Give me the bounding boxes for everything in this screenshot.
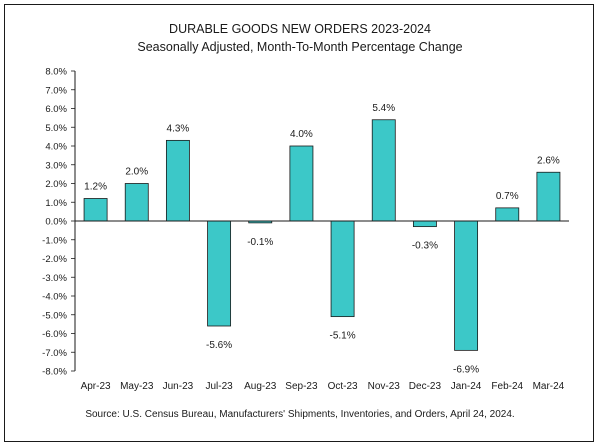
data-label: 1.2% xyxy=(84,182,107,193)
data-label: 0.7% xyxy=(496,191,519,202)
data-label: 5.4% xyxy=(372,103,395,114)
data-label: 2.0% xyxy=(125,167,148,178)
y-tick-label: 1.0% xyxy=(45,198,67,209)
data-label: -0.1% xyxy=(247,237,273,248)
bar-jan-24 xyxy=(454,220,479,351)
data-label: -0.3% xyxy=(412,241,438,252)
y-tick-label: -8.0% xyxy=(42,367,67,378)
bar-dec-23 xyxy=(412,220,437,228)
data-labels: 1.2% 2.0% 4.3% -5.6% -0.1% 4.0% -5.1% 5.4% -0.3%… xyxy=(84,103,560,376)
axes xyxy=(74,71,569,371)
bar-may-23 xyxy=(124,183,149,222)
x-tick-label: Jan-24 xyxy=(451,381,482,392)
bar-jun-23 xyxy=(165,139,190,222)
data-label: -5.6% xyxy=(206,340,232,351)
y-tick-label: -1.0% xyxy=(42,235,67,246)
y-tick-label: 8.0% xyxy=(45,67,67,78)
x-tick-label: Dec-23 xyxy=(409,381,442,392)
durable-goods-bar-chart: DURABLE GOODS NEW ORDERS 2023-2024 Seaso… xyxy=(42,22,569,420)
bar-mar-24 xyxy=(536,171,561,222)
y-tick-label: -7.0% xyxy=(42,348,67,359)
x-tick-label: Oct-23 xyxy=(328,381,358,392)
source-note: Source: U.S. Census Bureau, Manufacturer… xyxy=(85,409,514,420)
x-tick-label: Sep-23 xyxy=(285,381,318,392)
x-axis-ticks: Apr-23 May-23 Jun-23 Jul-23 Aug-23 Sep-23 Oct-… xyxy=(81,381,565,392)
bar-jul-23 xyxy=(207,220,232,327)
y-tick-label: 4.0% xyxy=(45,142,67,153)
x-tick-label: Aug-23 xyxy=(244,381,277,392)
data-label: 4.3% xyxy=(167,123,190,134)
x-tick-label: Jul-23 xyxy=(205,381,233,392)
data-label: -6.9% xyxy=(453,364,479,375)
y-tick-label: -3.0% xyxy=(42,273,67,284)
bar-apr-23 xyxy=(83,198,108,222)
y-tick-label: 0.0% xyxy=(45,217,67,228)
data-label: 2.6% xyxy=(537,155,560,166)
y-tick-label: 7.0% xyxy=(45,85,67,96)
y-tick-label: 2.0% xyxy=(45,179,67,190)
chart-title: DURABLE GOODS NEW ORDERS 2023-2024 xyxy=(169,22,431,36)
data-label: -5.1% xyxy=(330,331,356,342)
y-tick-label: 6.0% xyxy=(45,104,67,115)
x-tick-label: Feb-24 xyxy=(491,381,523,392)
y-tick-label: 3.0% xyxy=(45,160,67,171)
y-tick-label: -4.0% xyxy=(42,292,67,303)
y-tick-label: -6.0% xyxy=(42,329,67,340)
bar-nov-23 xyxy=(371,119,396,222)
data-label: 4.0% xyxy=(290,129,313,140)
bar-oct-23 xyxy=(330,220,355,318)
chart-frame: DURABLE GOODS NEW ORDERS 2023-2024 Seaso… xyxy=(4,4,594,442)
x-tick-label: May-23 xyxy=(120,381,154,392)
y-axis-ticks: 8.0% 7.0% 6.0% 5.0% 4.0% 3.0% 2.0% 1.0% 0.0% -1.0… xyxy=(42,67,75,378)
x-tick-label: Nov-23 xyxy=(368,381,401,392)
y-tick-label: -2.0% xyxy=(42,254,67,265)
x-tick-label: Apr-23 xyxy=(81,381,111,392)
x-tick-label: Mar-24 xyxy=(533,381,565,392)
bar-feb-24 xyxy=(495,207,520,222)
bar-sep-23 xyxy=(289,145,314,222)
bars xyxy=(83,119,561,351)
chart-subtitle: Seasonally Adjusted, Month-To-Month Perc… xyxy=(137,40,462,54)
y-tick-label: -5.0% xyxy=(42,310,67,321)
x-tick-label: Jun-23 xyxy=(163,381,194,392)
y-tick-label: 5.0% xyxy=(45,123,67,134)
